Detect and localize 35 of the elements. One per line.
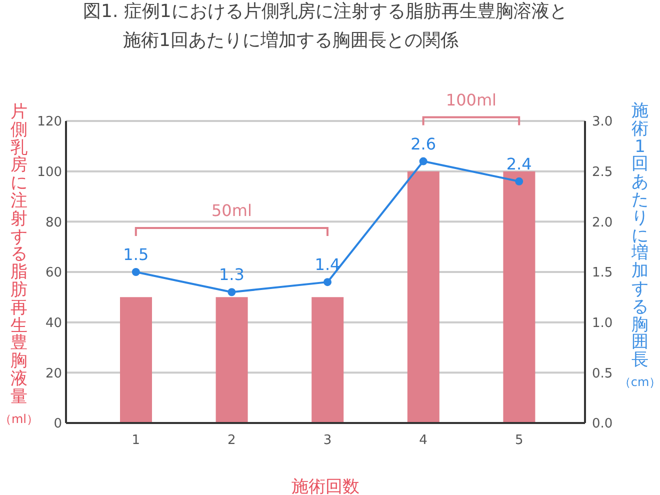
- x-tick-label: 4: [419, 433, 428, 448]
- y2-tick-label: 3.0: [592, 114, 613, 130]
- annotation: 50ml: [212, 201, 252, 220]
- y-tick-label: 20: [45, 366, 62, 382]
- x-tick-label: 1: [132, 433, 140, 448]
- x-tick-label: 3: [323, 433, 332, 448]
- y-tick-label: 120: [37, 114, 62, 130]
- y-tick-label: 40: [45, 316, 62, 331]
- point: [324, 278, 332, 286]
- y2-tick-label: 1.5: [592, 266, 613, 281]
- x-tick-label: 5: [514, 433, 524, 448]
- data-label: 1.3: [218, 265, 244, 284]
- y2-tick-label: 0.5: [592, 366, 613, 382]
- data-label: 2.6: [410, 134, 436, 154]
- data-label: 1.5: [123, 245, 149, 264]
- point: [228, 288, 236, 296]
- text: 片側乳房に注射する脂肪再生豊胸液量（ml）: [0, 102, 39, 426]
- text: 100ml: [446, 90, 496, 110]
- y2-tick-label: 2.5: [592, 164, 613, 180]
- chart-title: 図1. 症例1における片側乳房に注射する脂肪再生豊胸溶液と施術1回あたりに増加する胸囲長との関係: [83, 0, 568, 53]
- x-axis-title: 施術回数: [292, 476, 360, 495]
- point: [515, 177, 524, 186]
- x-tick-label: 2: [228, 433, 236, 448]
- y-tick-label: 0: [54, 416, 62, 432]
- y2-tick-label: 1.0: [592, 316, 613, 331]
- text: 施術1回あたりに増加する胸囲長（cm）: [618, 101, 660, 389]
- y2-tick-label: 2.0: [592, 215, 613, 230]
- data-label: 2.4: [506, 154, 532, 174]
- y-tick-label: 80: [45, 215, 62, 230]
- point: [419, 157, 428, 166]
- y-tick-label: 100: [37, 164, 62, 180]
- y-tick-label: 60: [45, 266, 62, 281]
- y2-tick-label: 0.0: [592, 416, 613, 432]
- point: [132, 268, 140, 276]
- data-label: 1.4: [314, 255, 340, 274]
